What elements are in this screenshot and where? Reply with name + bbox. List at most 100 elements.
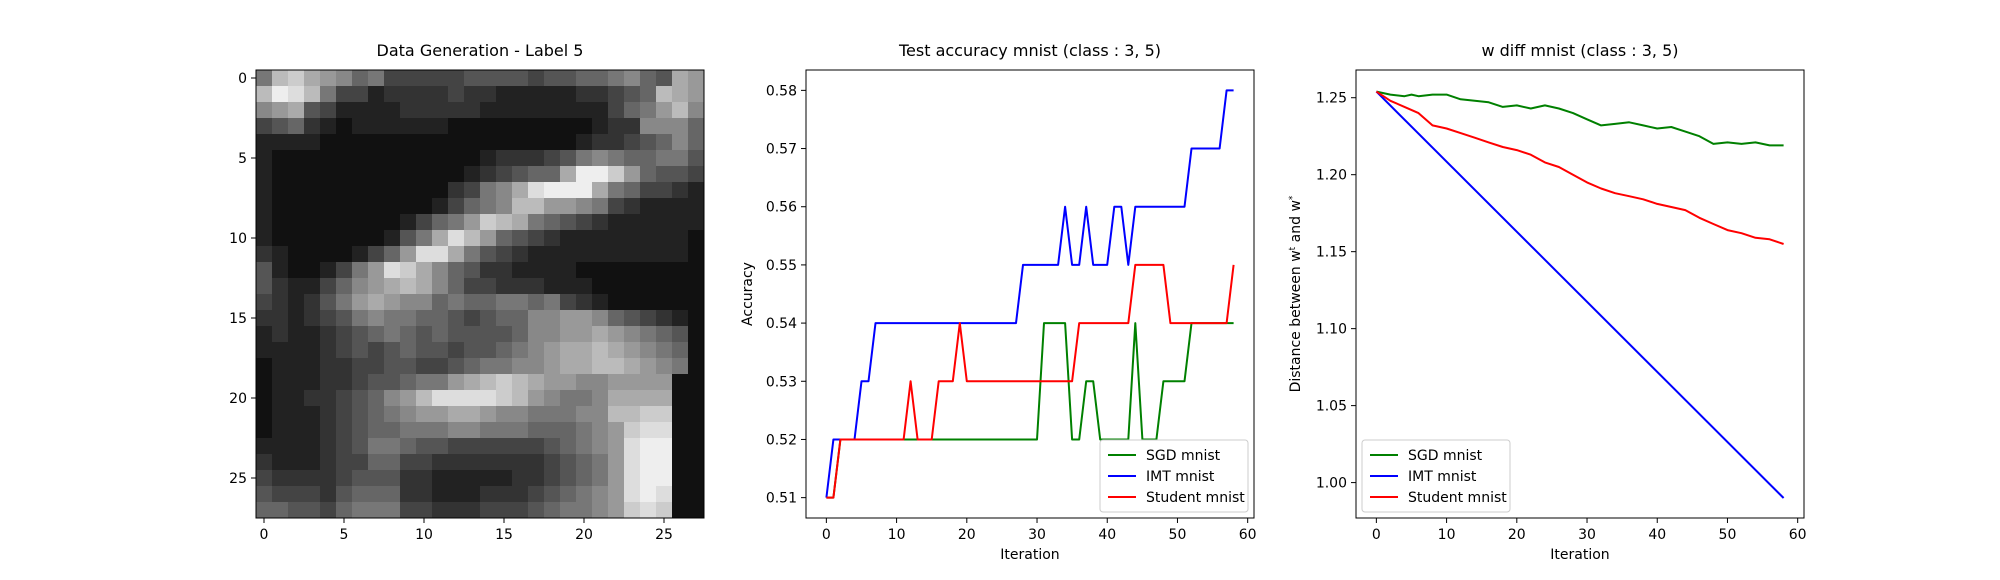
image-pixel	[592, 502, 609, 519]
wdiff-y-tick-label: 1.15	[1316, 245, 1347, 261]
image-pixel	[272, 454, 289, 471]
image-pixel	[352, 166, 369, 183]
image-pixel	[544, 454, 561, 471]
image-pixel	[608, 502, 625, 519]
image-pixel	[528, 198, 545, 215]
image-pixel	[448, 502, 465, 519]
image-pixel	[336, 358, 353, 375]
image-pixel	[512, 294, 529, 311]
image-pixel	[288, 438, 305, 455]
image-pixel	[416, 502, 433, 519]
image-pixel	[528, 294, 545, 311]
image-pixel	[368, 406, 385, 423]
image-pixel	[576, 438, 593, 455]
image-pixel	[368, 390, 385, 407]
image-pixel	[288, 454, 305, 471]
image-pixel	[592, 86, 609, 103]
image-pixel	[272, 502, 289, 519]
image-pixel	[608, 102, 625, 119]
image-pixel	[304, 150, 321, 167]
image-pixel	[624, 102, 641, 119]
image-pixel	[464, 342, 481, 359]
image-pixel	[352, 294, 369, 311]
image-pixel	[512, 422, 529, 439]
image-pixel	[528, 374, 545, 391]
image-pixel	[288, 486, 305, 503]
image-pixel	[320, 406, 337, 423]
image-pixel	[544, 262, 561, 279]
image-pixel	[688, 150, 705, 167]
image-pixel	[624, 326, 641, 343]
image-pixel	[528, 70, 545, 87]
image-pixel	[288, 502, 305, 519]
image-pixel	[608, 230, 625, 247]
image-pixel	[528, 134, 545, 151]
image-pixel	[480, 182, 497, 199]
image-pixel	[256, 134, 273, 151]
image-pixel	[288, 310, 305, 327]
image-pixel	[512, 118, 529, 135]
image-pixel	[656, 150, 673, 167]
image-pixel	[688, 214, 705, 231]
image-pixel	[336, 502, 353, 519]
image-pixel	[432, 214, 449, 231]
image-pixel	[480, 86, 497, 103]
image-pixel	[384, 134, 401, 151]
image-pixel	[640, 470, 657, 487]
image-pixel	[560, 134, 577, 151]
image-pixel	[672, 422, 689, 439]
image-pixel	[304, 422, 321, 439]
image-pixel	[656, 486, 673, 503]
image-pixel	[528, 454, 545, 471]
image-pixel	[656, 278, 673, 295]
image-pixel	[560, 262, 577, 279]
wdiff-legend-label: SGD mnist	[1408, 448, 1483, 464]
image-pixel	[416, 246, 433, 263]
image-pixel	[512, 374, 529, 391]
image-pixel	[528, 230, 545, 247]
image-pixel	[368, 102, 385, 119]
image-pixel	[576, 86, 593, 103]
image-pixel	[384, 438, 401, 455]
image-x-ticks: 0 5 10 15 20 25	[260, 518, 673, 543]
image-pixel	[656, 246, 673, 263]
image-pixel	[368, 374, 385, 391]
image-pixel	[528, 86, 545, 103]
image-pixel	[528, 262, 545, 279]
image-pixel	[288, 166, 305, 183]
accuracy-legend-label: IMT mnist	[1146, 469, 1215, 485]
image-pixel	[304, 470, 321, 487]
image-pixel	[560, 246, 577, 263]
image-pixel	[432, 182, 449, 199]
image-pixel	[256, 214, 273, 231]
image-pixel	[336, 406, 353, 423]
image-pixel	[304, 118, 321, 135]
image-pixel	[320, 118, 337, 135]
image-pixel	[400, 182, 417, 199]
image-pixel	[496, 454, 513, 471]
image-pixel	[448, 470, 465, 487]
image-pixel	[256, 422, 273, 439]
image-pixel	[384, 214, 401, 231]
image-pixel	[688, 294, 705, 311]
image-pixel	[544, 278, 561, 295]
image-pixels	[256, 70, 705, 519]
image-pixel	[512, 246, 529, 263]
image-pixel	[592, 454, 609, 471]
image-pixel	[560, 470, 577, 487]
image-pixel	[656, 470, 673, 487]
image-pixel	[368, 502, 385, 519]
image-pixel	[464, 134, 481, 151]
image-pixel	[688, 70, 705, 87]
image-pixel	[320, 374, 337, 391]
image-pixel	[368, 134, 385, 151]
image-x-tick-label: 0	[260, 527, 269, 543]
image-pixel	[640, 374, 657, 391]
image-pixel	[336, 198, 353, 215]
image-pixel	[480, 166, 497, 183]
image-pixel	[368, 230, 385, 247]
image-pixel	[576, 294, 593, 311]
wdiff-x-tick-label: 60	[1789, 527, 1807, 543]
image-pixel	[336, 182, 353, 199]
image-pixel	[576, 502, 593, 519]
